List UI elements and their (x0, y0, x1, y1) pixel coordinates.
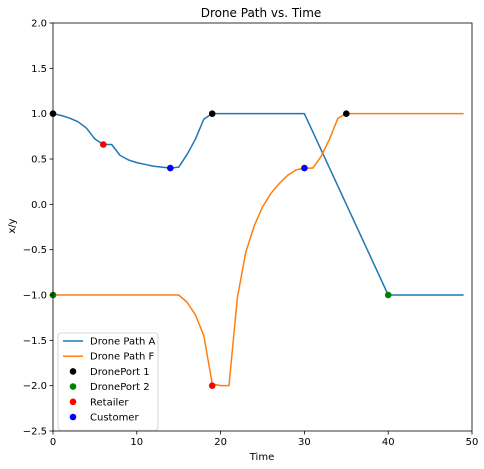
y-tick-label: 2.0 (31, 19, 47, 30)
legend-swatch-dot (69, 413, 77, 421)
legend-label: DronePort 1 (90, 367, 150, 378)
y-tick-label: −0.5 (23, 245, 47, 256)
y-tick-label: 1.0 (31, 109, 47, 120)
x-tick-label: 30 (298, 437, 311, 448)
y-tick-label: −2.0 (23, 381, 47, 392)
legend: Drone Path A Drone Path F DronePort 1 Drone… (57, 332, 159, 431)
series-line-2 (53, 112, 464, 387)
legend-label: Drone Path F (90, 352, 155, 363)
y-tick-label: 0.0 (31, 200, 47, 211)
legend-label: Drone Path A (90, 337, 156, 348)
legend-swatch-dot (69, 383, 77, 390)
marker-point-4-1 (167, 164, 174, 172)
x-tick-label: 20 (214, 437, 227, 448)
legend-label: Retailer (90, 397, 129, 408)
x-axis-label: Time (249, 452, 274, 463)
y-tick-label: −2.5 (23, 427, 47, 438)
legend-swatch-dot (69, 398, 77, 406)
marker-point-1-3 (343, 110, 350, 117)
marker-point-2-2 (384, 291, 392, 299)
legend-label: Customer (90, 413, 139, 424)
plot-frame (52, 22, 473, 432)
marker-point-3-1 (99, 141, 107, 148)
series-line-1 (52, 112, 464, 296)
marker-point-4-2 (301, 164, 308, 172)
legend-box (57, 332, 159, 431)
x-tick-label: 0 (50, 437, 56, 448)
y-tick-label: 0.5 (31, 155, 47, 166)
legend-label: DronePort 2 (90, 382, 150, 393)
y-tick-label: 1.5 (31, 64, 47, 75)
chart-title: Drone Path vs. Time (201, 6, 322, 20)
x-tick-label: 50 (466, 437, 479, 448)
plot-area (49, 22, 473, 432)
x-tick-label: 40 (382, 437, 395, 448)
x-axis-ticks: 0 10 20 30 40 50 (50, 431, 479, 448)
marker-point-1-2 (208, 110, 216, 117)
x-tick-label: 10 (130, 437, 143, 448)
y-tick-label: −1.0 (23, 291, 47, 302)
y-axis-ticks: −2.5 −2.0 −1.5 −1.0 −0.5 0.0 0.5 1.0 1.5 2.0 (23, 19, 53, 438)
legend-swatch-dot (69, 368, 77, 375)
marker-point-3-2 (208, 382, 216, 389)
y-tick-label: −1.5 (23, 336, 47, 347)
y-axis-label: x/y (7, 218, 18, 233)
